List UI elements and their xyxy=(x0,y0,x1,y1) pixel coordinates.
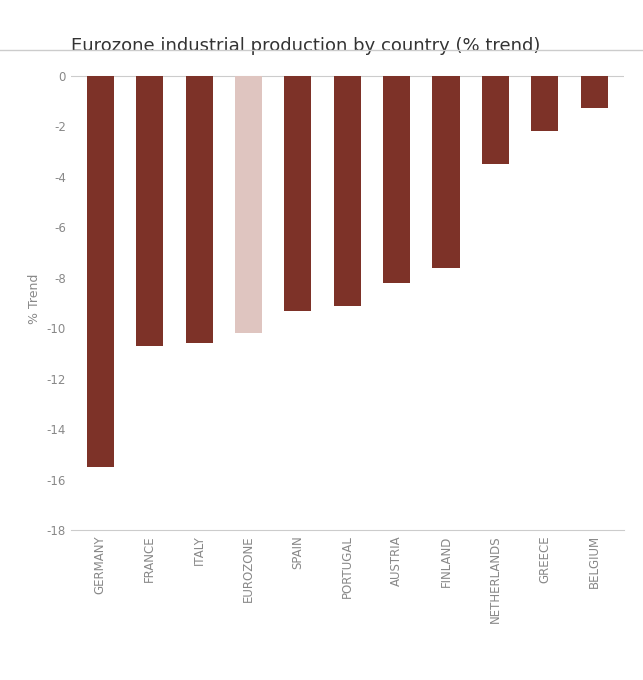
Y-axis label: % Trend: % Trend xyxy=(28,274,41,324)
Bar xyxy=(87,75,114,467)
Bar xyxy=(136,75,163,346)
Bar xyxy=(581,75,608,108)
Bar xyxy=(235,75,262,333)
Bar xyxy=(432,75,460,268)
Bar xyxy=(383,75,410,283)
Bar xyxy=(334,75,361,305)
Bar xyxy=(482,75,509,164)
Bar xyxy=(531,75,558,131)
Bar xyxy=(186,75,213,343)
Bar xyxy=(284,75,311,311)
Text: Eurozone industrial production by country (% trend): Eurozone industrial production by countr… xyxy=(71,37,540,55)
